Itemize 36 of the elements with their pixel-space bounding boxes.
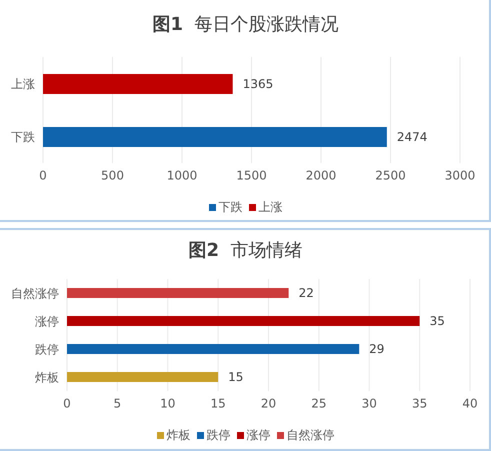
x-tick-label: 2000 [306, 168, 336, 183]
x-tick-label: 15 [210, 396, 226, 411]
x-tick-label: 30 [362, 396, 377, 411]
data-label: 15 [228, 370, 244, 384]
y-tick-label: 自然涨停 [11, 286, 59, 300]
x-tick-label: 500 [101, 168, 124, 183]
x-tick-label: 3000 [444, 168, 476, 183]
legend-label: 自然涨停 [286, 427, 334, 444]
data-label: 35 [430, 314, 445, 328]
legend-label: 涨停 [246, 427, 270, 444]
x-tick-label: 20 [260, 396, 276, 411]
legend-label: 下跌 [218, 199, 242, 216]
y-tick-label: 炸板 [35, 370, 59, 384]
data-label: 29 [369, 342, 384, 356]
x-tick-label: 25 [311, 396, 327, 411]
legend-label: 跌停 [206, 427, 230, 444]
x-tick-label: 35 [412, 396, 428, 411]
x-tick-label: 10 [160, 396, 176, 411]
data-label: 1365 [242, 77, 274, 92]
x-tick-label: 5 [114, 396, 122, 411]
chart-title: 图2 市场情绪 [188, 239, 302, 262]
legend-label: 上涨 [258, 199, 282, 216]
x-tick-label: 40 [462, 396, 478, 411]
x-tick-label: 2500 [375, 168, 406, 183]
legend-label: 炸板 [166, 427, 190, 444]
x-tick-label: 0 [39, 168, 47, 183]
data-label: 22 [298, 286, 314, 300]
y-tick-label: 涨停 [35, 314, 59, 328]
x-tick-label: 0 [63, 396, 71, 411]
y-tick-label: 下跌 [11, 130, 35, 144]
x-tick-label: 1000 [166, 168, 198, 183]
data-label: 2474 [396, 130, 428, 144]
chart-title: 图1 每日个股涨跌情况 [152, 13, 338, 36]
y-tick-label: 上涨 [11, 76, 35, 91]
x-tick-label: 1500 [236, 168, 267, 183]
y-tick-label: 跌停 [35, 342, 59, 356]
